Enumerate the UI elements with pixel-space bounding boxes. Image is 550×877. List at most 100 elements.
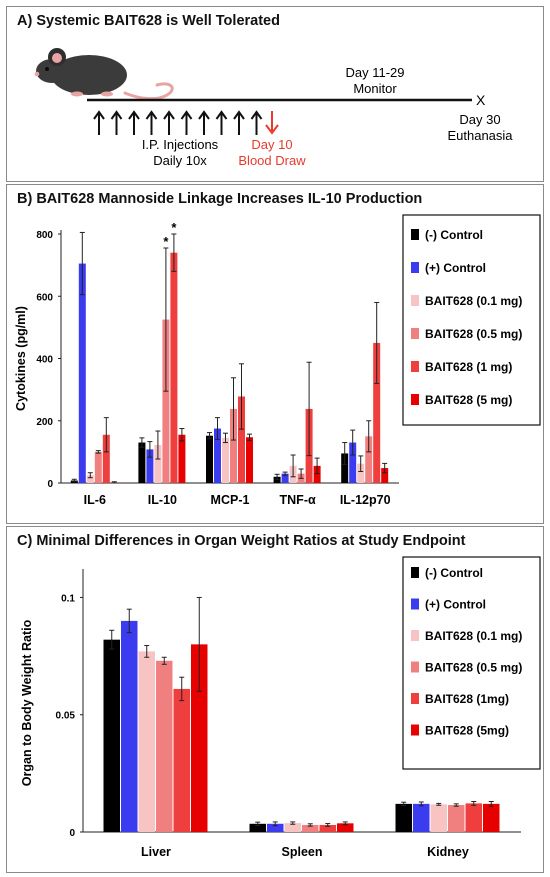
- bar: [357, 463, 365, 483]
- y-axis-label: Organ to Body Weight Ratio: [20, 619, 34, 786]
- y-tick-label: 0: [47, 479, 53, 490]
- injection-arrows: [93, 110, 263, 135]
- legend-swatch: [411, 295, 419, 306]
- bar: [249, 823, 266, 832]
- bar: [206, 435, 213, 483]
- bar: [191, 644, 208, 832]
- bar: [373, 342, 381, 483]
- x-tick-label: TNF-α: [280, 493, 316, 507]
- x-tick-label: Spleen: [282, 845, 323, 859]
- bar: [395, 803, 412, 832]
- euthanasia-day: Day 30: [459, 112, 500, 127]
- bar: [465, 803, 482, 832]
- bar: [413, 803, 430, 832]
- injection-arrow: [93, 110, 105, 135]
- bar: [162, 319, 170, 483]
- legend-item: BAIT628 (5mg): [411, 724, 509, 738]
- injection-arrow: [198, 110, 210, 135]
- y-axis-label: Cytokines (pg/ml): [14, 306, 28, 411]
- timeline-end-marker: X: [476, 92, 486, 108]
- y-tick-label: 400: [36, 355, 53, 366]
- legend-item: BAIT628 (0.5 mg): [411, 661, 522, 675]
- legend-item: BAIT628 (0.5 mg): [411, 327, 522, 341]
- blood-draw-day: Day 10: [251, 137, 292, 152]
- euthanasia-label: Euthanasia: [447, 128, 513, 143]
- bar: [138, 651, 155, 832]
- bar: [281, 473, 289, 483]
- injection-arrow: [180, 110, 193, 135]
- bar: [230, 408, 237, 483]
- legend-label: BAIT628 (0.1 mg): [425, 629, 522, 643]
- bar: [430, 804, 447, 832]
- legend-swatch: [411, 394, 419, 405]
- bar: [238, 396, 245, 483]
- bar: [170, 252, 178, 483]
- legend-label: (-) Control: [425, 228, 483, 242]
- legend-swatch: [411, 661, 419, 673]
- bar: [146, 449, 154, 483]
- legend-swatch: [411, 724, 419, 736]
- y-tick-label: 200: [36, 417, 53, 428]
- legend-label: (-) Control: [425, 566, 483, 580]
- bar: [273, 476, 281, 483]
- x-tick-label: IL-6: [84, 493, 106, 507]
- legend-label: BAIT628 (5 mg): [425, 393, 512, 407]
- legend-label: BAIT628 (1 mg): [425, 360, 512, 374]
- x-tick-label: MCP-1: [211, 493, 250, 507]
- x-tick-label: IL-12p70: [340, 493, 391, 507]
- injection-arrow: [145, 110, 158, 135]
- monitor-label: Monitor: [353, 81, 397, 96]
- legend-box: [402, 556, 541, 770]
- legend-label: BAIT628 (1mg): [425, 692, 509, 706]
- y-tick-label: 0.05: [56, 711, 76, 722]
- legend-box: [402, 214, 541, 426]
- organ-weight-chart: Organ to Body Weight Ratio 0 0.05 0.1 Liver S…: [20, 556, 541, 859]
- legend-label: BAIT628 (0.5 mg): [425, 327, 522, 341]
- bar: [138, 442, 146, 483]
- x-tick-label: Kidney: [427, 845, 469, 859]
- bar: [313, 465, 321, 483]
- legend-swatch: [411, 598, 419, 610]
- significance-marker: *: [171, 220, 177, 235]
- injection-arrow: [250, 110, 263, 135]
- bar: [267, 823, 284, 832]
- bar: [94, 451, 102, 483]
- y-tick-label: 600: [36, 292, 53, 303]
- legend-item: (-) Control: [411, 228, 483, 242]
- blood-draw-arrow: [265, 111, 279, 135]
- bar: [284, 823, 301, 832]
- legend-swatch: [411, 567, 419, 578]
- legend-label: (+) Control: [425, 598, 486, 612]
- injections-label: I.P. Injections: [142, 137, 219, 152]
- y-tick-label: 0.1: [61, 593, 75, 604]
- legend-swatch: [411, 262, 419, 273]
- legend-label: BAIT628 (0.1 mg): [425, 294, 522, 308]
- legend-item: BAIT628 (0.1 mg): [411, 629, 522, 643]
- legend-label: BAIT628 (5mg): [425, 724, 509, 738]
- bar: [302, 824, 319, 832]
- bar: [86, 475, 94, 483]
- bar: [341, 453, 349, 483]
- legend-item: BAIT628 (1mg): [411, 692, 509, 706]
- bar: [222, 437, 229, 483]
- monitor-days: Day 11-29: [345, 65, 404, 80]
- panel-a-timeline: A) Systemic BAIT628 is Well Tolerated X …: [6, 6, 544, 182]
- mouse-illustration: [34, 48, 174, 101]
- legend-swatch: [411, 229, 419, 240]
- injection-arrow: [110, 110, 123, 135]
- bar: [246, 437, 253, 483]
- legend-swatch: [411, 693, 419, 704]
- legend-item: (+) Control: [411, 598, 486, 612]
- blood-draw-label: Blood Draw: [238, 153, 306, 168]
- panel-c-title: C) Minimal Differences in Organ Weight R…: [17, 533, 466, 549]
- injection-arrow: [128, 110, 140, 135]
- legend-swatch: [411, 630, 419, 641]
- legend-swatch: [411, 328, 419, 339]
- bar: [121, 620, 138, 832]
- bar: [173, 688, 190, 832]
- legend-label: (+) Control: [425, 261, 486, 275]
- injections-sublabel: Daily 10x: [153, 153, 207, 168]
- bar: [365, 436, 373, 483]
- bar: [103, 639, 120, 832]
- legend-item: BAIT628 (0.1 mg): [411, 294, 522, 308]
